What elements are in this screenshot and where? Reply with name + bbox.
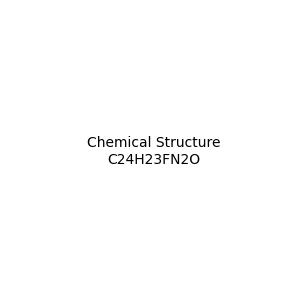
Text: Chemical Structure
C24H23FN2O: Chemical Structure C24H23FN2O xyxy=(87,136,220,166)
